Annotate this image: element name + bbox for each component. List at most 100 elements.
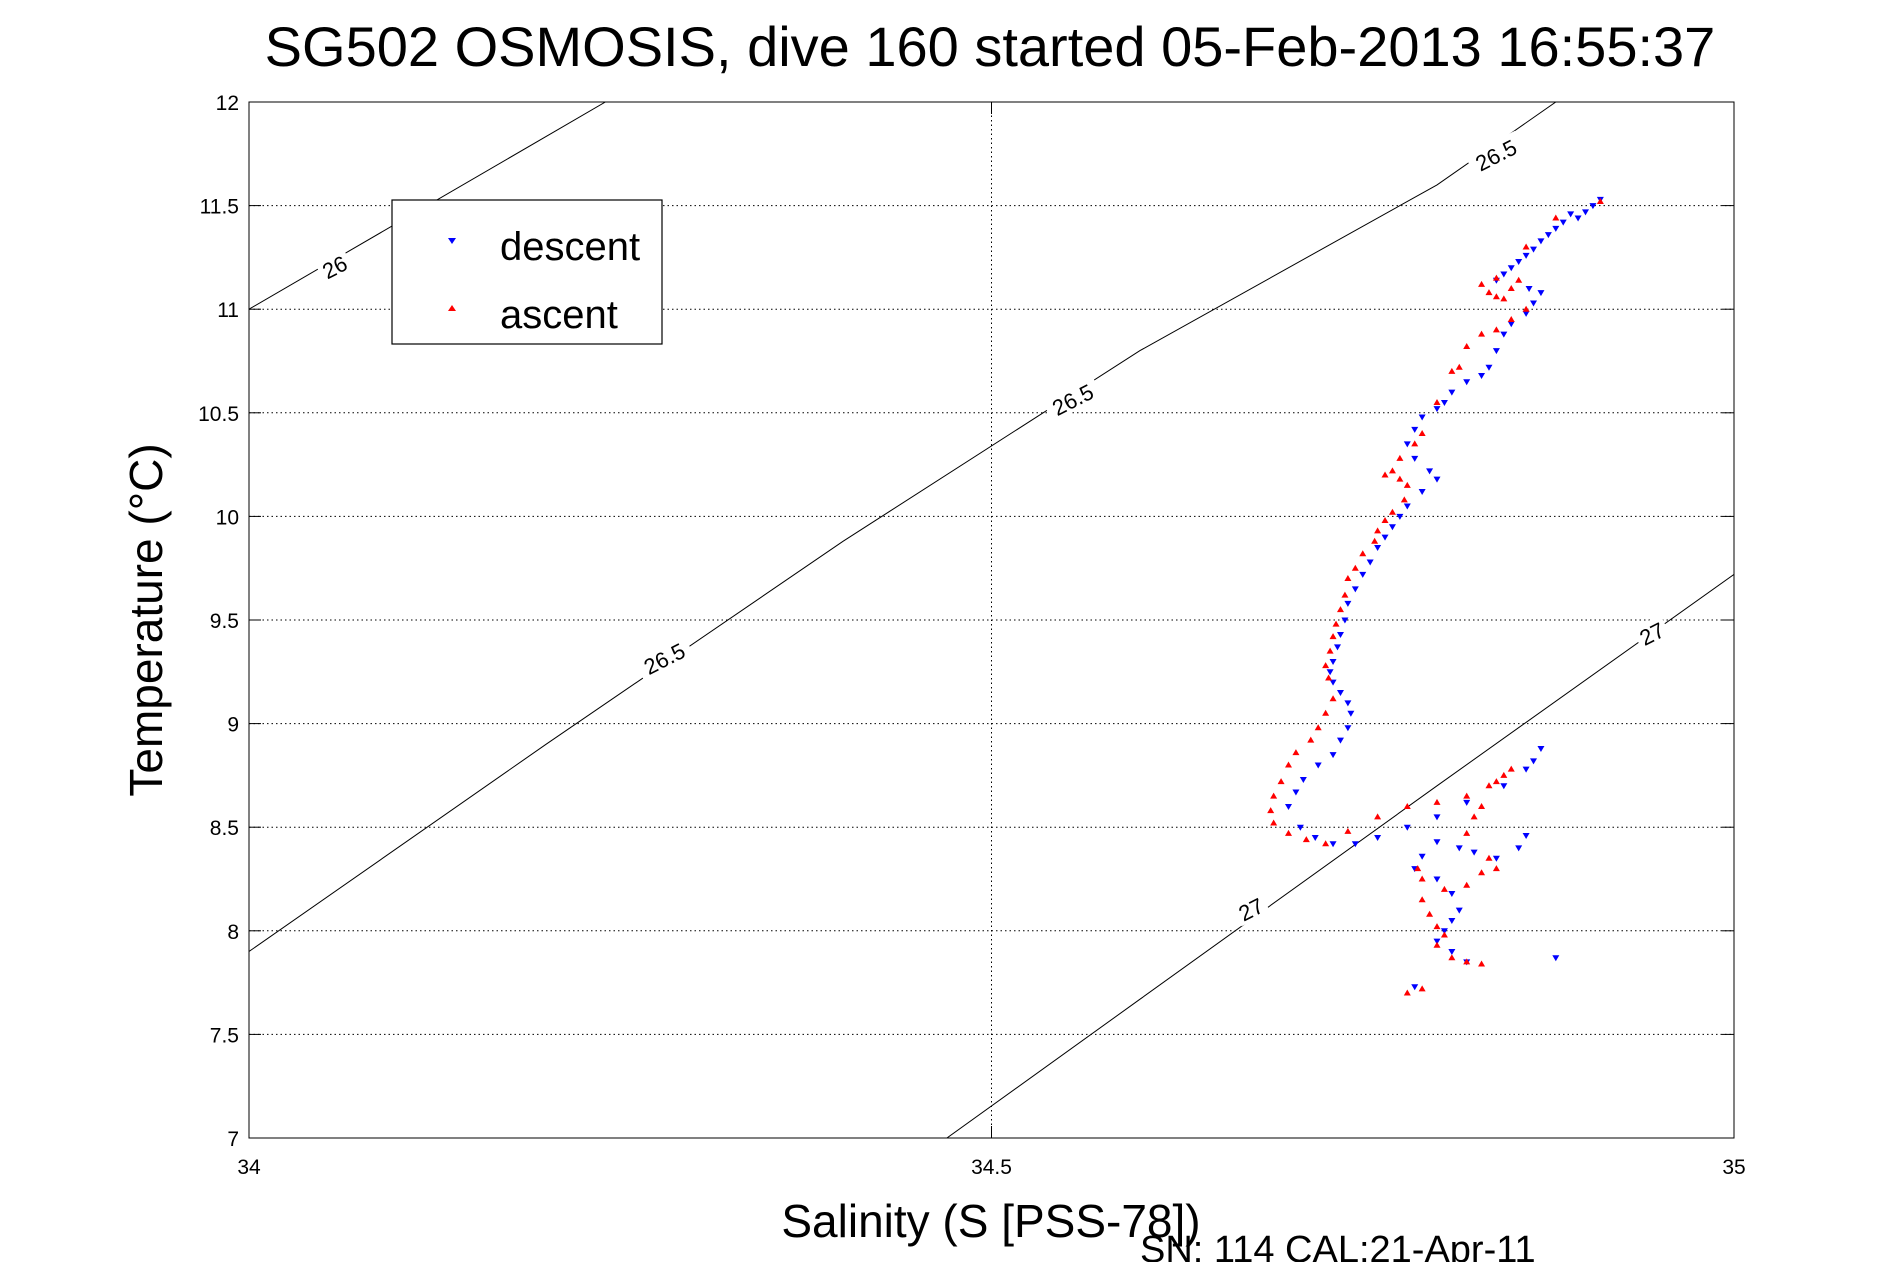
ascent-point <box>1388 508 1396 515</box>
descent-point <box>1411 984 1419 991</box>
ascent-point <box>1270 792 1278 799</box>
axis-ticks: 34 34.5 35 7 7.5 8 8.5 9 9.5 10 10.5 11 11.5 12 <box>198 92 1746 1179</box>
y-tick-label: 11.5 <box>200 196 239 219</box>
descent-point <box>1582 209 1589 216</box>
descent-point <box>1552 225 1560 232</box>
descent-point <box>1500 783 1508 790</box>
descent-point <box>1329 658 1337 665</box>
descent-point <box>1530 300 1538 307</box>
descent-point <box>1433 814 1441 821</box>
x-tick-label: 34.5 <box>971 1156 1012 1179</box>
descent-point <box>1589 203 1597 210</box>
ascent-point <box>1302 836 1310 843</box>
ascent-point <box>1455 363 1463 370</box>
ascent-point <box>1448 367 1456 374</box>
descent-point <box>1500 331 1508 338</box>
ascent-point <box>1341 591 1349 598</box>
ascent-point <box>1381 517 1389 524</box>
ascent-point <box>1500 771 1508 778</box>
ascent-point <box>1492 865 1500 872</box>
ascent-point <box>1322 709 1330 716</box>
legend: descent ascent <box>391 199 663 345</box>
descent-point <box>1334 644 1342 651</box>
ascent-point <box>1478 280 1486 287</box>
descent-point <box>1559 219 1567 226</box>
descent-point <box>1374 544 1382 551</box>
ascent-point <box>1314 724 1322 731</box>
legend-descent-marker <box>448 238 456 244</box>
descent-point <box>1366 559 1374 566</box>
descent-point <box>1567 211 1575 218</box>
ascent-point <box>1478 960 1486 967</box>
ascent-point <box>1492 293 1500 300</box>
ascent-point <box>1371 537 1379 544</box>
y-tick-label: 7 <box>227 1128 239 1151</box>
y-tick-label: 9 <box>227 714 239 737</box>
descent-point <box>1336 737 1344 744</box>
descent-point <box>1336 690 1344 697</box>
ascent-point <box>1292 749 1300 756</box>
descent-point <box>1351 841 1359 848</box>
descent-point <box>1455 845 1463 852</box>
ascent-point <box>1485 782 1493 789</box>
descent-point <box>1530 758 1538 765</box>
ascent-point <box>1411 440 1419 447</box>
ascent-point <box>1329 633 1337 640</box>
descent-point <box>1500 271 1508 278</box>
descent-point <box>1478 373 1486 380</box>
y-tick-label: 12 <box>216 92 239 115</box>
chart-title: SG502 OSMOSIS, dive 160 started 05-Feb-2… <box>265 15 1716 78</box>
ascent-point <box>1433 923 1441 930</box>
descent-point <box>1574 215 1582 222</box>
ascent-point <box>1403 481 1411 488</box>
ascent-point <box>1463 881 1471 888</box>
descent-point <box>1507 265 1515 272</box>
ascent-point <box>1492 778 1500 785</box>
ascent-point <box>1322 662 1330 669</box>
descent-point <box>1351 586 1359 593</box>
descent-point <box>1314 762 1322 769</box>
ascent-point <box>1515 276 1523 283</box>
y-tick-label: 10 <box>216 506 239 529</box>
ascent-point <box>1418 896 1426 903</box>
descent-point <box>1440 399 1448 406</box>
descent-point <box>1292 789 1300 796</box>
ascent-point <box>1336 606 1344 613</box>
descent-point <box>1492 348 1500 355</box>
descent-point <box>1326 669 1334 676</box>
ascent-point <box>1400 496 1408 503</box>
contour-label-bg <box>1631 614 1672 651</box>
descent-point <box>1426 468 1434 475</box>
descent-point <box>1336 632 1344 639</box>
descent-point <box>1296 824 1304 831</box>
grid <box>249 102 1734 1138</box>
ascent-point <box>1374 527 1382 534</box>
ascent-point <box>1507 765 1515 772</box>
descent-point <box>1433 938 1441 945</box>
ascent-point <box>1396 454 1404 461</box>
ascent-point <box>1396 475 1404 482</box>
y-tick-label: 10.5 <box>198 403 239 426</box>
contour-label-bg <box>1041 375 1103 423</box>
y-tick-label: 11 <box>217 299 239 322</box>
descent-point <box>1374 835 1382 842</box>
descent-point <box>1329 841 1337 848</box>
ascent-point <box>1403 802 1411 809</box>
ascent-point <box>1478 869 1486 876</box>
ascent-point <box>1492 274 1500 281</box>
ascent-point <box>1388 467 1396 474</box>
ascent-point <box>1322 840 1330 847</box>
descent-point <box>1433 406 1441 413</box>
ascent-point <box>1381 471 1389 478</box>
contour-line-27 <box>946 573 1734 1138</box>
descent-point <box>1455 907 1463 914</box>
descent-point <box>1440 928 1448 935</box>
ascent-point <box>1403 989 1411 996</box>
descent-point <box>1403 824 1411 831</box>
ascent-point <box>1433 398 1441 405</box>
descent-point <box>1329 752 1337 759</box>
descent-point <box>1448 389 1456 396</box>
series-ascent <box>1267 197 1604 996</box>
descent-point <box>1433 876 1441 883</box>
